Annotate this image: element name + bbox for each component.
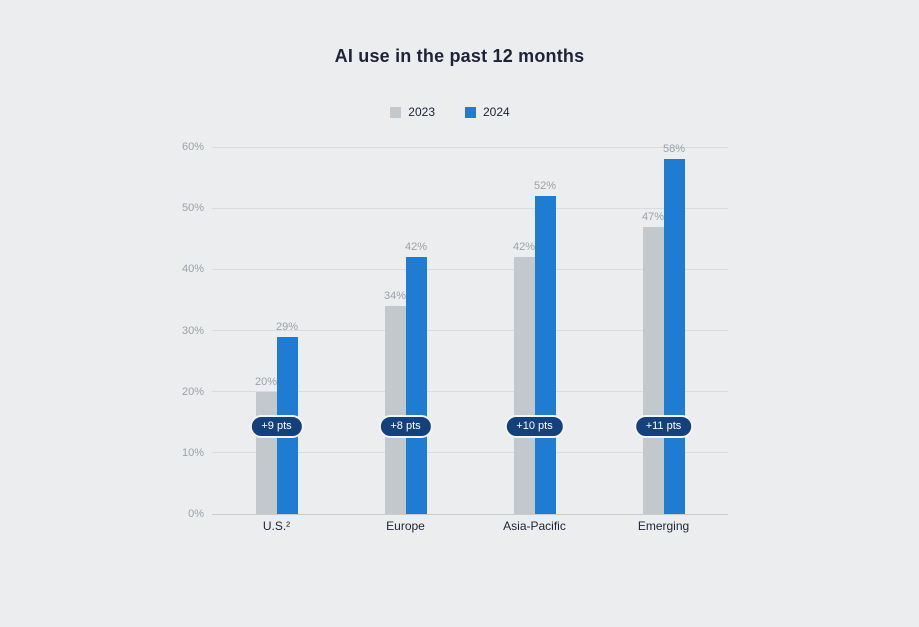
- gridline-30: [212, 330, 728, 331]
- gridline-20: [212, 391, 728, 393]
- legend-item-2023: 2023: [390, 105, 435, 119]
- delta-pill-3: +11 pts: [633, 415, 694, 438]
- delta-pill-0: +9 pts: [249, 415, 304, 438]
- gridline-60: [212, 146, 728, 148]
- bar-2023-1: [384, 306, 406, 514]
- gridline-40: [212, 268, 728, 270]
- value-label-2023-1: 34%: [383, 290, 407, 303]
- y-tick-label-0: 0%: [188, 508, 204, 520]
- value-label-2024-3: 58%: [662, 143, 686, 156]
- legend-label-2024: 2024: [483, 105, 510, 119]
- y-tick-label-10: 10%: [181, 446, 204, 459]
- x-axis-label-3: Emerging: [637, 519, 690, 533]
- value-label-2023-3: 47%: [641, 210, 665, 223]
- value-label-2024-1: 42%: [404, 241, 428, 254]
- y-tick-label-40: 40%: [181, 263, 204, 276]
- x-axis-label-1: Europe: [386, 519, 425, 533]
- value-label-2024-0: 29%: [275, 320, 299, 333]
- gridline-0: [212, 513, 728, 515]
- value-label-2024-2: 52%: [533, 179, 557, 192]
- bar-2023-3: [642, 226, 664, 514]
- delta-pill-1: +8 pts: [378, 415, 433, 438]
- y-tick-label-60: 60%: [181, 141, 204, 153]
- legend-label-2023: 2023: [408, 105, 435, 119]
- legend-swatch-2023-icon: [390, 106, 402, 118]
- legend-item-2024: 2024: [465, 105, 510, 119]
- gridline-50: [212, 207, 728, 209]
- delta-pill-2: +10 pts: [504, 415, 565, 438]
- value-label-2023-2: 42%: [512, 241, 536, 254]
- gridline-10: [212, 452, 728, 454]
- x-axis-label-2: Asia-Pacific: [503, 519, 566, 533]
- chart-title: AI use in the past 12 months: [334, 46, 585, 66]
- bar-2024-1: [405, 257, 427, 514]
- bar-2023-0: [255, 391, 277, 514]
- plot-area: 0% 10% 20% 30% 40% 50% 60% 20% 29% +9 pts U.S.² 34%…: [182, 141, 728, 533]
- y-tick-label-30: 30%: [181, 324, 204, 337]
- bar-2023-2: [513, 257, 535, 514]
- chart-legend: 2023 2024: [0, 105, 900, 119]
- y-tick-label-50: 50%: [181, 202, 204, 215]
- y-tick-label-20: 20%: [181, 385, 204, 398]
- value-label-2023-0: 20%: [254, 375, 278, 388]
- x-axis-label-0: U.S.²: [262, 519, 291, 533]
- legend-swatch-2024-icon: [465, 106, 476, 118]
